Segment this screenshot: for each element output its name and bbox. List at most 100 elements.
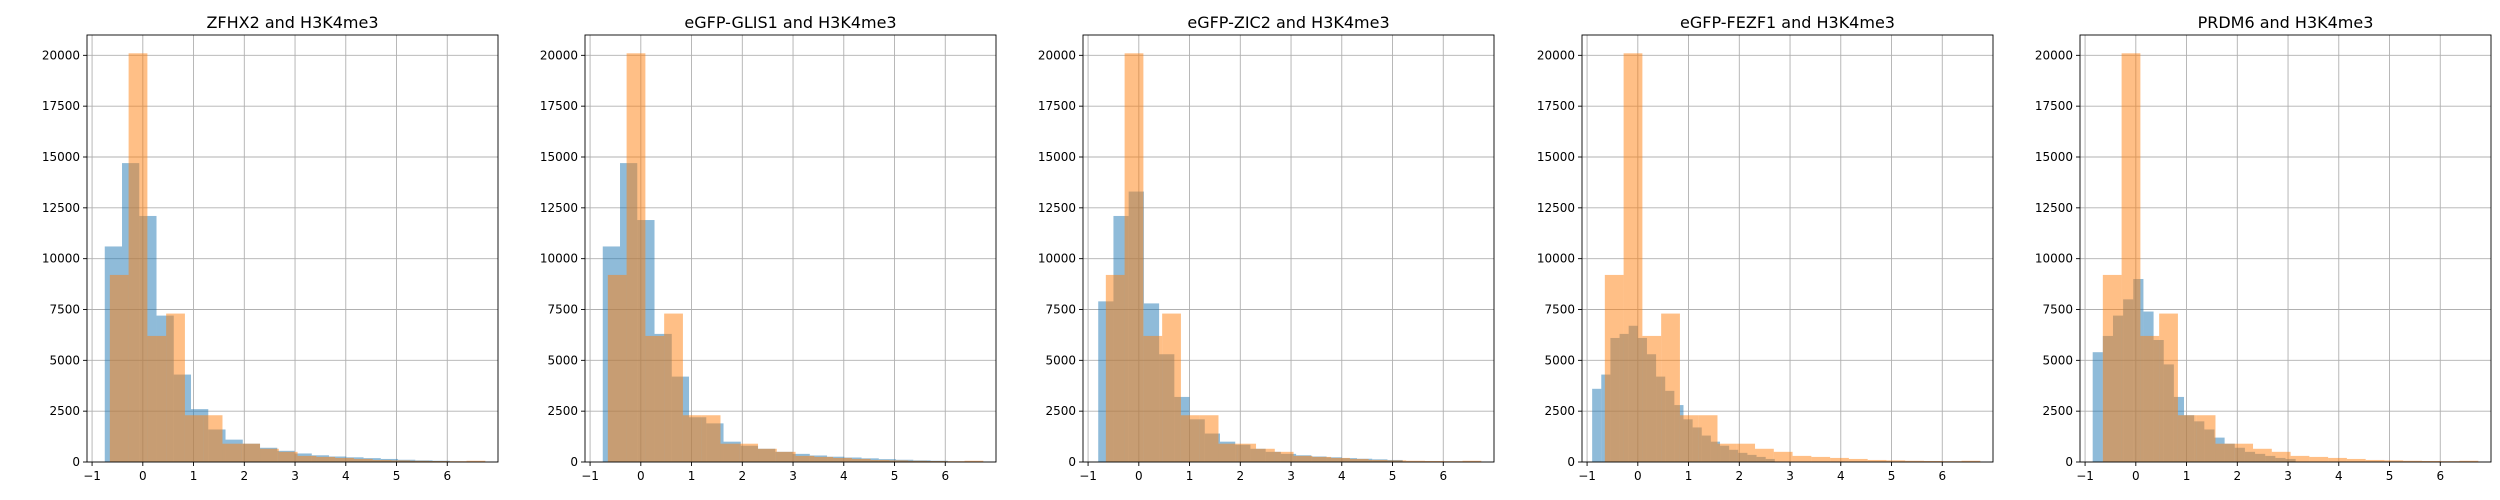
y-tick-label: 20000	[42, 48, 80, 62]
histogram-bar-series-2	[776, 451, 796, 462]
x-tick-label: −1	[83, 469, 101, 483]
y-tick-label: 2500	[2042, 404, 2073, 418]
y-tick-label: 20000	[1038, 48, 1076, 62]
axes-frame	[86, 34, 499, 463]
histogram-bar-series-2	[1811, 456, 1831, 462]
histogram-bar-series-2	[645, 335, 665, 462]
histogram-bar-series-2	[964, 460, 984, 462]
histogram-bar-series-1	[1592, 388, 1602, 462]
histogram-bar-series-2	[1792, 455, 1812, 462]
histogram-bar-series-2	[2140, 335, 2160, 462]
y-tick-label: 10000	[42, 252, 80, 266]
x-tick-label: 1	[1186, 469, 1194, 483]
histogram-bar-series-2	[2290, 455, 2310, 462]
histogram-panel: 0 2500 5000 7500 10000 12500 15000 17500 20000 −1…	[2035, 13, 2492, 483]
y-tick-label: 5000	[547, 353, 578, 367]
histogram-bar-series-2	[222, 443, 242, 462]
y-tick-label: 7500	[2042, 303, 2073, 317]
x-tick-label: −1	[1578, 469, 1596, 483]
x-tick-label: 5	[393, 469, 401, 483]
histogram-bar-series-2	[1406, 460, 1425, 462]
histogram-bar-series-2	[203, 415, 223, 462]
histogram-bar-series-2	[701, 415, 721, 462]
histogram-bar-series-2	[1604, 274, 1624, 462]
x-tick-label: 0	[139, 469, 147, 483]
y-tick-label: 20000	[2035, 48, 2073, 62]
histogram-bar-series-2	[1180, 415, 1200, 462]
histogram-bar-series-2	[1424, 460, 1444, 462]
x-tick-label: 3	[291, 469, 299, 483]
x-tick-label: 1	[190, 469, 198, 483]
histogram-bar-series-2	[1237, 443, 1257, 462]
histogram-bar-series-2	[1218, 443, 1238, 462]
y-tick-label: 15000	[1537, 150, 1575, 164]
histogram-bar-series-2	[1848, 458, 1868, 462]
y-tick-label: 20000	[1537, 48, 1575, 62]
y-tick-label: 12500	[540, 201, 578, 215]
y-tick-label: 5000	[49, 353, 80, 367]
y-tick-label: 7500	[1045, 303, 1076, 317]
histogram-bar-series-2	[2328, 457, 2347, 462]
axes-frame	[2079, 34, 2492, 463]
x-tick-label: 4	[1837, 469, 1845, 483]
x-tick-label: −1	[1079, 469, 1097, 483]
x-tick-label: 4	[840, 469, 848, 483]
histogram-bar-series-2	[1368, 459, 1388, 462]
histogram-bar-series-2	[1867, 459, 1887, 462]
x-tick-label: 2	[1236, 469, 1244, 483]
y-tick-label: 10000	[1038, 252, 1076, 266]
y-tick-label: 2500	[547, 404, 578, 418]
histogram-bar-series-2	[682, 415, 702, 462]
y-tick-label: 10000	[1537, 252, 1575, 266]
y-tick-label: 17500	[2035, 99, 2073, 113]
histogram-bar-series-2	[1312, 456, 1332, 462]
histogram-bar-series-2	[1698, 415, 1718, 462]
histogram-bar-series-2	[739, 443, 759, 462]
x-tick-label: 0	[1634, 469, 1642, 483]
histogram-bar-series-2	[2215, 443, 2235, 462]
histogram-bar-series-2	[410, 460, 429, 462]
x-tick-label: 6	[443, 469, 451, 483]
histogram-bar-series-2	[926, 460, 946, 462]
histogram-bar-series-2	[1623, 53, 1643, 462]
histogram-bar-series-2	[260, 448, 279, 462]
histogram-bar-series-2	[1961, 460, 1981, 462]
histogram-bar-series-2	[833, 457, 852, 462]
histogram-bar-series-2	[1773, 451, 1793, 462]
bars-group	[1098, 53, 1482, 462]
histogram-bar-series-2	[2384, 460, 2404, 462]
histogram-bar-series-2	[908, 460, 927, 462]
x-tick-label: 2	[2233, 469, 2241, 483]
histogram-bar-series-2	[795, 455, 815, 462]
histogram-bar-series-2	[2102, 274, 2122, 462]
histogram-bar-series-2	[353, 458, 373, 462]
histogram-bar-series-2	[607, 274, 627, 462]
y-tick-label: 15000	[1038, 150, 1076, 164]
histogram-bar-series-2	[1736, 443, 1756, 462]
histogram-panel: 0 2500 5000 7500 10000 12500 15000 17500 20000 −1…	[540, 13, 997, 483]
y-tick-label: 20000	[540, 48, 578, 62]
histogram-bar-series-2	[147, 335, 167, 462]
y-tick-label: 17500	[42, 99, 80, 113]
x-tick-label: 6	[1439, 469, 1447, 483]
y-tick-label: 12500	[2035, 201, 2073, 215]
y-tick-label: 7500	[547, 303, 578, 317]
histogram-bar-series-2	[184, 415, 204, 462]
histogram-bar-series-2	[1199, 415, 1219, 462]
histogram-panel: 0 2500 5000 7500 10000 12500 15000 17500 20000 −1…	[1038, 13, 1495, 483]
histogram-bar-series-2	[1462, 460, 1482, 462]
chart-title: eGFP-FEZF1 and H3K4me3	[1680, 13, 1895, 32]
histogram-bar-series-2	[2159, 313, 2178, 462]
x-tick-label: 5	[891, 469, 899, 483]
chart-title: eGFP-GLIS1 and H3K4me3	[684, 13, 896, 32]
histogram-panel: 0 2500 5000 7500 10000 12500 15000 17500 20000 −1…	[1537, 13, 1994, 483]
y-tick-label: 2500	[1045, 404, 1076, 418]
x-tick-label: 0	[637, 469, 645, 483]
histogram-bar-series-2	[316, 456, 336, 462]
histogram-bar-series-2	[428, 460, 448, 462]
bars-group	[104, 53, 486, 462]
histogram-bar-series-2	[128, 53, 148, 462]
y-tick-label: 0	[2065, 455, 2073, 469]
y-tick-label: 10000	[2035, 252, 2073, 266]
